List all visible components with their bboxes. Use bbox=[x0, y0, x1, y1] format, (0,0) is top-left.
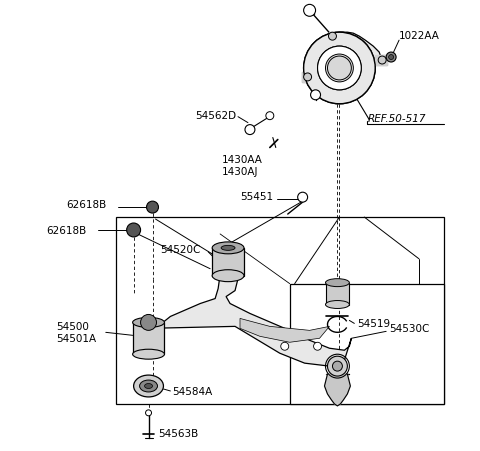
Circle shape bbox=[327, 57, 351, 81]
Ellipse shape bbox=[133, 375, 164, 397]
Text: 55451: 55451 bbox=[240, 192, 273, 202]
Ellipse shape bbox=[132, 318, 165, 327]
Circle shape bbox=[327, 356, 348, 376]
Circle shape bbox=[127, 224, 141, 237]
Polygon shape bbox=[139, 257, 351, 366]
Polygon shape bbox=[329, 33, 336, 41]
Circle shape bbox=[298, 193, 308, 202]
Text: 54501A: 54501A bbox=[56, 334, 96, 344]
Text: 1022AA: 1022AA bbox=[399, 31, 440, 41]
Text: 54530C: 54530C bbox=[389, 324, 430, 334]
Circle shape bbox=[378, 57, 386, 65]
Ellipse shape bbox=[221, 246, 235, 251]
Polygon shape bbox=[375, 56, 387, 66]
Polygon shape bbox=[324, 374, 350, 406]
Text: REF.50-517: REF.50-517 bbox=[367, 113, 426, 124]
Circle shape bbox=[333, 361, 342, 371]
Text: 54520C: 54520C bbox=[160, 244, 201, 254]
Circle shape bbox=[281, 342, 288, 350]
Ellipse shape bbox=[140, 380, 157, 392]
Circle shape bbox=[141, 315, 156, 331]
Text: 54563B: 54563B bbox=[158, 428, 199, 438]
Circle shape bbox=[304, 74, 312, 82]
Text: 1430AJ: 1430AJ bbox=[222, 167, 259, 177]
Text: 1430AA: 1430AA bbox=[222, 155, 263, 165]
Text: 62618B: 62618B bbox=[46, 226, 86, 235]
Circle shape bbox=[304, 5, 315, 17]
Bar bbox=[116, 217, 444, 404]
Circle shape bbox=[318, 47, 361, 91]
Circle shape bbox=[245, 125, 255, 135]
Bar bbox=[132, 322, 165, 354]
Circle shape bbox=[146, 202, 158, 214]
Circle shape bbox=[311, 91, 321, 101]
Text: 54584A: 54584A bbox=[172, 386, 213, 396]
Circle shape bbox=[266, 112, 274, 120]
Circle shape bbox=[325, 55, 353, 83]
Circle shape bbox=[328, 33, 336, 41]
Circle shape bbox=[386, 53, 396, 63]
Ellipse shape bbox=[144, 384, 153, 389]
Text: 54519: 54519 bbox=[357, 319, 390, 329]
Ellipse shape bbox=[212, 270, 244, 282]
Text: 54562D: 54562D bbox=[195, 110, 236, 120]
Circle shape bbox=[389, 55, 394, 60]
Bar bbox=[325, 283, 349, 305]
Bar bbox=[212, 249, 244, 276]
Polygon shape bbox=[304, 33, 381, 97]
Circle shape bbox=[313, 342, 322, 350]
Ellipse shape bbox=[132, 350, 165, 359]
Circle shape bbox=[318, 47, 361, 91]
Circle shape bbox=[304, 33, 375, 105]
Ellipse shape bbox=[325, 301, 349, 309]
Text: 62618B: 62618B bbox=[66, 200, 106, 210]
Polygon shape bbox=[301, 73, 315, 83]
Circle shape bbox=[304, 33, 375, 105]
Bar bbox=[290, 284, 444, 404]
Ellipse shape bbox=[325, 279, 349, 287]
Polygon shape bbox=[240, 319, 329, 342]
Circle shape bbox=[145, 410, 152, 416]
Ellipse shape bbox=[212, 242, 244, 254]
Text: 54500: 54500 bbox=[56, 322, 89, 331]
